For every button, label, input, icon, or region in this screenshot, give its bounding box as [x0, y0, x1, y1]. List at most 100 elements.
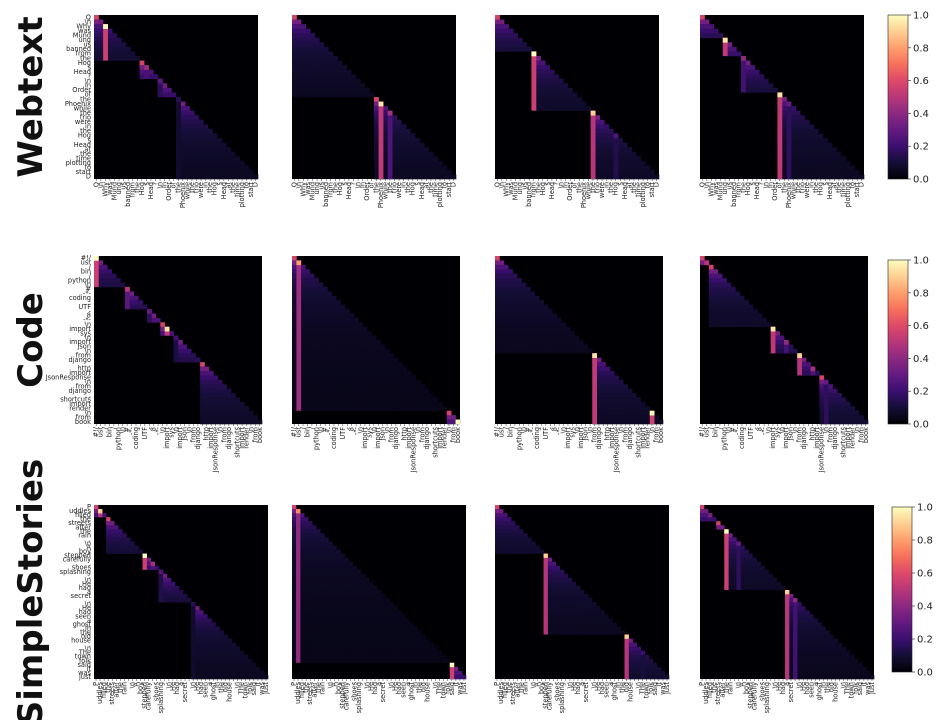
heatmap-cell: [618, 169, 623, 175]
heatmap-cell: [296, 74, 302, 80]
heatmap-cell: [405, 654, 410, 660]
heatmap-cell: [331, 384, 337, 389]
heatmap-cell: [215, 638, 220, 643]
heatmap-cell: [204, 419, 210, 425]
heatmap-cell: [536, 60, 541, 66]
heatmap-cell: [837, 401, 842, 407]
heatmap-cell: [393, 388, 399, 394]
heatmap-cell: [327, 388, 333, 394]
heatmap-cell: [371, 401, 377, 407]
heatmap-cell: [328, 573, 333, 579]
heatmap-cell: [583, 344, 589, 350]
heatmap-cell: [211, 626, 216, 631]
heatmap-cell: [331, 344, 337, 350]
heatmap-cell: [360, 614, 366, 619]
heatmap-cell: [571, 610, 577, 615]
heatmap-cell: [406, 375, 412, 381]
heatmap-cell: [316, 541, 321, 546]
heatmap-cell: [211, 622, 216, 627]
heatmap-cell: [102, 269, 108, 274]
x-tick-label: UTF: [339, 427, 347, 440]
heatmap-cell: [837, 406, 842, 412]
heatmap-cell: [308, 646, 313, 651]
x-tick-label: while: [789, 182, 797, 199]
heatmap-cell: [340, 344, 346, 350]
heatmap-cell: [393, 630, 398, 635]
heatmap-cell: [499, 286, 505, 292]
heatmap-cell: [320, 634, 325, 639]
y-tick-label: Phoenix: [65, 100, 91, 108]
heatmap-cell: [235, 415, 241, 420]
heatmap-cell: [548, 331, 553, 336]
heatmap-cell: [207, 666, 212, 672]
heatmap-cell: [804, 169, 810, 175]
heatmap-cell: [362, 331, 368, 336]
heatmap-cell: [308, 537, 313, 542]
heatmap-cell: [296, 69, 302, 75]
heatmap-cell: [632, 674, 637, 680]
heatmap-cell: [540, 92, 546, 98]
heatmap-cell: [200, 388, 205, 394]
heatmap-cell: [383, 110, 388, 116]
heatmap-cell: [640, 165, 646, 171]
heatmap-cell: [107, 42, 113, 48]
heatmap-cell: [623, 415, 628, 420]
heatmap-cell: [402, 370, 408, 376]
heatmap-cell: [358, 353, 364, 358]
heatmap-cell: [305, 340, 310, 345]
heatmap-cell: [515, 549, 520, 554]
heatmap-cell: [612, 630, 617, 635]
heatmap-cell: [800, 128, 806, 134]
heatmap-cell: [517, 335, 522, 341]
heatmap-cell: [349, 340, 355, 345]
heatmap-cell: [618, 151, 623, 157]
heatmap-cell: [120, 282, 126, 288]
heatmap-cell: [583, 348, 589, 354]
heatmap-cell: [327, 335, 333, 341]
y-tick-label: \n: [85, 281, 91, 289]
heatmap-cell: [504, 42, 509, 48]
heatmap-cell: [344, 614, 349, 619]
heatmap-cell: [656, 666, 662, 672]
heatmap-cell: [384, 406, 390, 412]
heatmap-cell: [782, 106, 787, 111]
heatmap-cell: [374, 106, 379, 111]
heatmap-cell: [336, 397, 341, 403]
y-tick-label: ,: [89, 560, 91, 568]
heatmap-cell: [166, 594, 172, 599]
heatmap-cell: [517, 282, 522, 288]
heatmap-cell: [362, 379, 368, 385]
heatmap-cell: [398, 406, 403, 412]
heatmap-cell: [352, 646, 358, 651]
heatmap-cell: [393, 610, 398, 615]
heatmap-cell: [316, 658, 321, 664]
heatmap-cell: [345, 375, 350, 381]
heatmap-cell: [364, 642, 370, 647]
heatmap-cell: [652, 662, 658, 668]
heatmap-cell: [627, 393, 633, 398]
x-tick-label: A: [330, 682, 338, 687]
heatmap-cell: [348, 577, 353, 583]
heatmap-cell: [596, 370, 602, 376]
heatmap-cell: [415, 156, 420, 162]
y-tick-label: a: [87, 616, 91, 624]
heatmap-cell: [563, 606, 569, 611]
heatmap-cell: [628, 638, 633, 643]
heatmap-cell: [348, 561, 353, 566]
heatmap-cell: [332, 614, 337, 619]
heatmap-cell: [358, 370, 364, 376]
heatmap-cell: [324, 654, 329, 660]
heatmap-cell: [389, 614, 394, 619]
heatmap-cell: [364, 646, 370, 651]
heatmap-cell: [521, 348, 527, 354]
heatmap-cell: [636, 670, 641, 676]
x-tick-label: while: [381, 182, 389, 199]
x-tick-label: the: [174, 182, 182, 193]
heatmap-cell: [654, 419, 659, 425]
heatmap-cell: [433, 156, 439, 162]
heatmap-cell: [832, 174, 837, 180]
x-tick-label: .: [230, 682, 238, 684]
heatmap-cell: [336, 573, 341, 579]
heatmap-cell: [417, 642, 422, 647]
heatmap-cell: [319, 65, 325, 70]
